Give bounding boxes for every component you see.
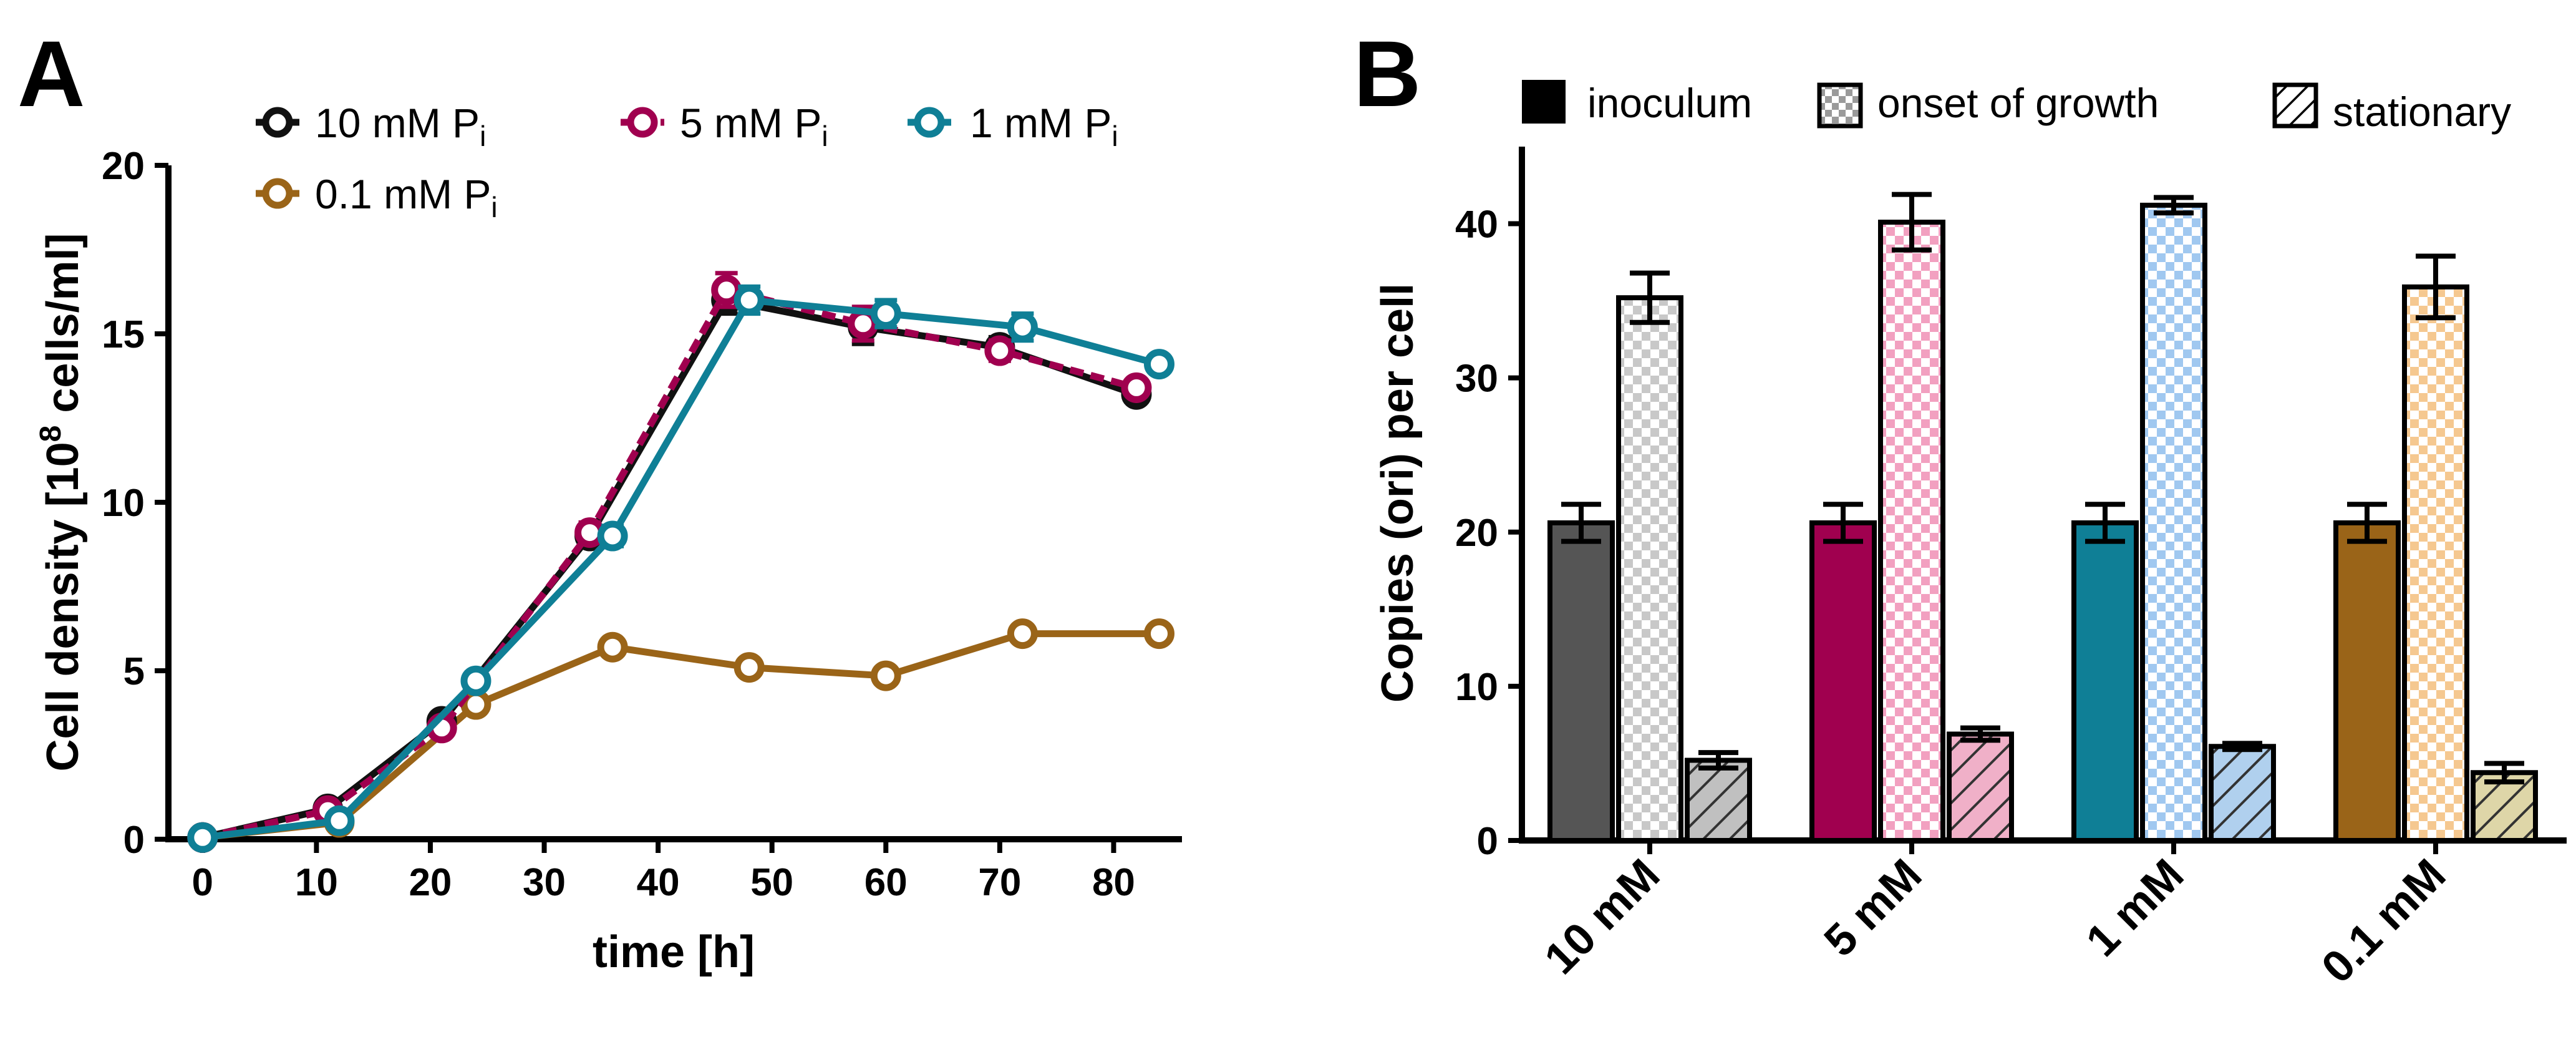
data-point-s1	[187, 822, 218, 853]
bar	[1685, 757, 1752, 843]
legend-item-1mm: 1 mM Pi	[908, 100, 1118, 152]
series-line-s1	[202, 296, 1160, 841]
x-tick-label-a: 40	[637, 861, 680, 904]
y-axis-title-a: Cell density [108 cells/ml]	[34, 233, 88, 771]
bar	[2402, 284, 2469, 844]
legend-marker-5mm	[627, 107, 658, 138]
series-line-s01	[202, 630, 1160, 841]
bar-group	[2333, 253, 2538, 844]
y-tick-label-b: 30	[1455, 358, 1498, 401]
x-tick-label-a: 20	[409, 861, 452, 904]
y-tick-label-b: 10	[1455, 666, 1498, 709]
legend-item-inoculum: inoculum	[1522, 80, 1752, 126]
ticks-a: 0 10 20 30 40 50 60 70 80 0 5 10 15 20	[102, 145, 1135, 904]
series-line-s5	[201, 286, 1138, 841]
panel-a: A 10 mM Pi 5 mM Pi 1 mM Pi 0.1 mM Pi	[17, 21, 1182, 977]
y-tick-label-a: 15	[102, 313, 145, 356]
data-point-s1	[460, 665, 491, 696]
bars-b	[1547, 192, 2538, 844]
panel-a-letter: A	[17, 21, 85, 126]
x-tick-label-a: 30	[523, 861, 566, 904]
legend-swatch-inoculum	[1522, 80, 1566, 124]
legend-label-10mm: 10 mM Pi	[315, 100, 486, 152]
category-label: 10 mM	[1535, 850, 1669, 984]
x-tick-label-a: 50	[750, 861, 793, 904]
legend-label-1mm: 1 mM Pi	[970, 100, 1118, 152]
bar	[1616, 295, 1683, 843]
y-axis-title-b: Copies (ori) per cell	[1373, 283, 1423, 703]
legend-item-onset: onset of growth	[1817, 80, 2159, 129]
bar-group	[1547, 270, 1752, 843]
y-tick-label-a: 5	[123, 650, 145, 693]
series-s5	[187, 271, 1152, 853]
category-label: 5 mM	[1815, 850, 1932, 967]
legend-label-onset: onset of growth	[1877, 80, 2159, 126]
data-point-s5	[984, 335, 1015, 366]
data-point-s01	[734, 652, 765, 683]
legend-label-stationary: stationary	[2333, 89, 2511, 135]
x-tick-label-a: 0	[192, 861, 213, 904]
legend-item-01mm: 0.1 mM Pi	[256, 171, 498, 223]
x-tick-label-a: 80	[1092, 861, 1135, 904]
legend-label-inoculum: inoculum	[1587, 80, 1752, 126]
legend-a: 10 mM Pi 5 mM Pi 1 mM Pi 0.1 mM Pi	[256, 100, 1118, 223]
data-point-s1	[597, 520, 628, 552]
data-point-s01	[870, 660, 901, 691]
y-tick-label-b: 40	[1455, 203, 1498, 246]
legend-label-5mm: 5 mM Pi	[680, 100, 828, 152]
bar-group	[2071, 195, 2276, 843]
legend-marker-1mm	[914, 107, 945, 138]
legend-label-01mm: 0.1 mM Pi	[315, 171, 498, 223]
legend-swatch-stationary	[2272, 82, 2318, 129]
bar	[1878, 220, 1945, 843]
panel-b-letter: B	[1353, 21, 1421, 126]
panel-b: B inoculum onset of growth stationary 01…	[1353, 21, 2567, 993]
y-tick-label-a: 10	[102, 482, 145, 525]
data-point-s1	[1007, 311, 1038, 343]
data-point-s1	[324, 805, 355, 836]
bar	[1547, 520, 1615, 843]
x-axis-title-a: time [h]	[593, 927, 755, 977]
bar	[2209, 744, 2276, 843]
data-point-s1	[870, 298, 901, 329]
y-tick-label-b: 0	[1477, 820, 1498, 863]
y-tick-label-b: 20	[1455, 512, 1498, 555]
bar-group	[1809, 192, 2014, 843]
x-tick-label-a: 60	[864, 861, 908, 904]
data-point-s01	[1007, 618, 1038, 650]
legend-item-5mm: 5 mM Pi	[621, 100, 828, 152]
data-point-s01	[1143, 618, 1174, 650]
data-point-s01	[597, 631, 628, 663]
series-line-s10	[201, 296, 1138, 841]
data-point-s1	[1143, 349, 1174, 380]
legend-b: inoculum onset of growth stationary	[1522, 80, 2511, 135]
series-a	[187, 271, 1174, 853]
series-s10	[187, 284, 1152, 853]
bar	[1947, 731, 2014, 843]
bar	[2071, 520, 2139, 843]
series-s1	[187, 284, 1174, 853]
data-point-s5	[1121, 372, 1152, 403]
bar	[2140, 202, 2207, 843]
x-tick-label-a: 70	[978, 861, 1021, 904]
y-tick-label-a: 0	[123, 819, 145, 862]
legend-marker-10mm	[262, 107, 293, 138]
bar	[1809, 520, 1877, 843]
x-tick-label-a: 10	[295, 861, 338, 904]
y-tick-label-a: 20	[102, 145, 145, 188]
legend-swatch-onset	[1817, 82, 1863, 129]
data-point-s1	[734, 285, 765, 316]
bar	[2333, 520, 2401, 843]
legend-marker-01mm	[262, 178, 293, 209]
category-label: 1 mM	[2077, 850, 2194, 967]
category-label: 0.1 mM	[2312, 850, 2455, 993]
legend-item-10mm: 10 mM Pi	[256, 100, 486, 152]
legend-item-stationary: stationary	[2272, 82, 2511, 135]
